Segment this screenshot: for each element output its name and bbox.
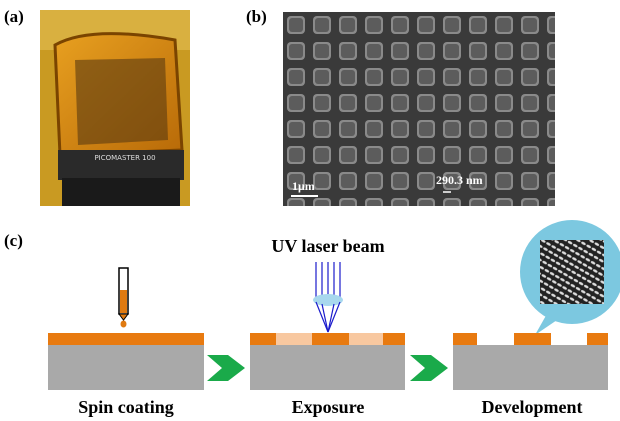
step-label: Spin coating xyxy=(78,397,174,417)
sem-image xyxy=(283,12,555,206)
panel-label: (b) xyxy=(246,7,267,26)
panel-label: (a) xyxy=(4,7,24,26)
exposure-substrate xyxy=(250,333,405,390)
arrow xyxy=(207,355,245,381)
photo: PICOMASTER 100 xyxy=(40,10,190,206)
arrow xyxy=(410,355,448,381)
panel-label: (c) xyxy=(4,231,23,250)
machine-text: PICOMASTER 100 xyxy=(94,154,155,162)
scale-bar-label: 1μm xyxy=(292,179,315,193)
feature-label: 290.3 nm xyxy=(436,173,483,187)
spin-coating-diagram xyxy=(48,268,204,390)
beam-label: UV laser beam xyxy=(271,236,384,256)
figure: (a) PICOMASTER 100 (b) 1μm 290.3 nm (c) … xyxy=(0,0,620,421)
step-label: Exposure xyxy=(292,397,365,417)
exposure-diagram xyxy=(313,262,343,332)
step-label: Development xyxy=(482,397,583,417)
development-diagram xyxy=(453,220,620,390)
